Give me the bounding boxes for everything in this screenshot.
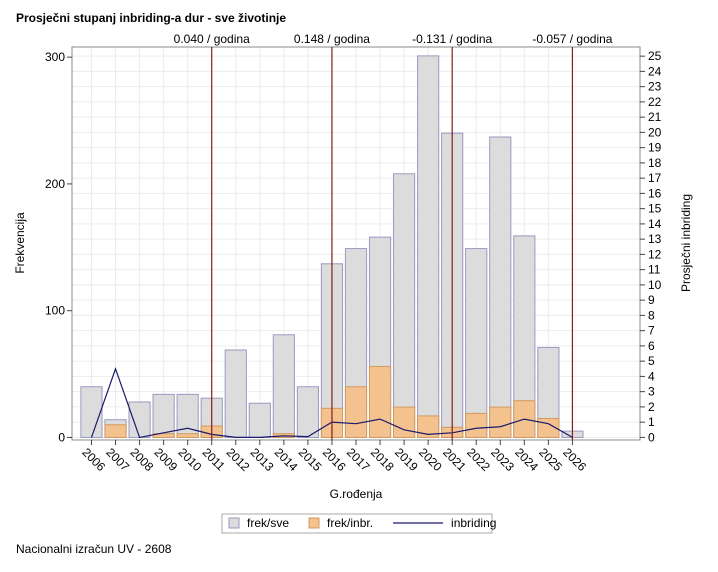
- y2-tick-label: 1: [648, 415, 655, 429]
- footer: Nacionalni izračun UV - 2608: [16, 542, 172, 556]
- reference-label: 0.148 / godina: [294, 32, 370, 46]
- bar: [296, 386, 319, 438]
- bar: [489, 406, 512, 438]
- y2-tick-label: 24: [648, 64, 662, 78]
- y2-tick-label: 23: [648, 80, 662, 94]
- y2-tick-label: 21: [648, 110, 662, 124]
- y2-tick-label: 16: [648, 186, 662, 200]
- legend-label: frek/sve: [247, 516, 289, 530]
- y2-tick-label: 11: [648, 263, 661, 277]
- x-tick-label: 2021: [440, 445, 469, 474]
- reference-label: -0.057 / godina: [532, 32, 612, 46]
- y2-tick-label: 0: [648, 430, 655, 444]
- bar: [248, 402, 271, 438]
- bar: [489, 136, 512, 438]
- legend-box: [221, 513, 493, 534]
- x-tick-label: 2024: [512, 445, 541, 474]
- x-tick-label: 2009: [151, 445, 180, 474]
- y2-tick-label: 12: [648, 247, 662, 261]
- x-tick-label: 2026: [560, 445, 589, 474]
- y2-tick-label: 14: [648, 217, 662, 231]
- y2-tick-label: 5: [648, 354, 655, 368]
- x-tick-label: 2014: [272, 445, 301, 474]
- x-tick-label: 2015: [296, 445, 325, 474]
- bar: [272, 334, 295, 438]
- bar: [176, 433, 199, 438]
- x-tick-label: 2007: [103, 445, 132, 474]
- bar: [465, 412, 488, 438]
- x-tick-label: 2008: [127, 445, 156, 474]
- x-tick-label: 2016: [320, 445, 349, 474]
- legend-label: frek/inbr.: [327, 516, 373, 530]
- bar: [80, 386, 103, 438]
- y2-tick-label: 17: [648, 171, 662, 185]
- x-tick-label: 2011: [200, 445, 228, 473]
- x-tick-label: 2013: [248, 445, 277, 474]
- bar: [465, 248, 488, 438]
- y-tick-label: 0: [58, 430, 65, 444]
- x-tick-label: 2018: [368, 445, 397, 474]
- y-axis-label: Frekvencija: [13, 212, 27, 274]
- legend-label: inbriding: [451, 516, 496, 530]
- x-tick-label: 2022: [464, 445, 493, 474]
- legend-swatch: [228, 517, 240, 529]
- x-tick-label: 2020: [416, 445, 445, 474]
- y2-tick-label: 15: [648, 202, 662, 216]
- y2-tick-label: 18: [648, 156, 662, 170]
- reference-label: 0.040 / godina: [174, 32, 250, 46]
- x-tick-label: 2012: [224, 445, 253, 474]
- x-tick-label: 2023: [488, 445, 517, 474]
- y2-tick-label: 2: [648, 400, 655, 414]
- bar: [128, 401, 151, 438]
- y-tick-label: 200: [45, 177, 65, 191]
- y2-tick-label: 22: [648, 95, 662, 109]
- legend-swatch: [308, 517, 320, 529]
- bar: [393, 406, 416, 438]
- y2-tick-label: 9: [648, 293, 655, 307]
- x-tick-label: 2017: [344, 445, 373, 474]
- bar: [393, 173, 416, 438]
- y2-tick-label: 13: [648, 232, 662, 246]
- bar: [368, 365, 392, 438]
- bar: [152, 433, 175, 438]
- x-tick-label: 2025: [536, 445, 565, 474]
- x-tick-label: 2010: [176, 445, 205, 474]
- reference-label: -0.131 / godina: [412, 32, 492, 46]
- bar: [344, 386, 368, 438]
- bar: [176, 393, 199, 438]
- y2-axis-label: Prosječni inbriding: [679, 194, 693, 292]
- y2-tick-label: 10: [648, 278, 662, 292]
- bar: [417, 55, 440, 438]
- y2-tick-label: 19: [648, 141, 662, 155]
- bar: [104, 424, 127, 438]
- y2-tick-label: 25: [648, 49, 662, 63]
- y2-tick-label: 8: [648, 308, 655, 322]
- y-tick-label: 100: [45, 304, 65, 318]
- y2-tick-label: 3: [648, 385, 655, 399]
- bar: [224, 349, 247, 438]
- y-tick-label: 300: [45, 50, 65, 64]
- chart-title: Prosječni stupanj inbriding-a dur - sve …: [16, 11, 286, 25]
- y2-tick-label: 6: [648, 339, 655, 353]
- bar: [417, 415, 440, 438]
- y2-tick-label: 20: [648, 125, 662, 139]
- y2-tick-label: 4: [648, 369, 655, 383]
- x-tick-label: 2019: [392, 445, 421, 474]
- x-axis-label: G.rođenja: [330, 487, 383, 501]
- y2-tick-label: 7: [648, 324, 655, 338]
- x-tick-label: 2006: [79, 445, 108, 474]
